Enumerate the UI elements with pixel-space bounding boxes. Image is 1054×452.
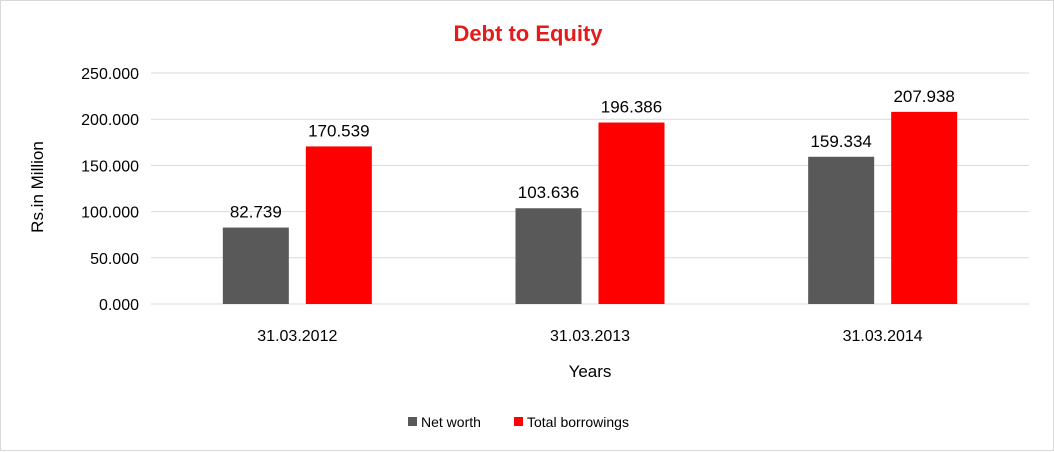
bar [305, 146, 372, 304]
data-label: 207.938 [893, 87, 954, 106]
y-tick-label: 0.000 [99, 297, 139, 314]
legend-swatch [514, 417, 523, 426]
y-tick-label: 100.000 [81, 205, 139, 222]
data-labels: 82.739 170.539 103.636 196.386 159.334 207.93… [230, 87, 955, 222]
y-tick-label: 150.000 [81, 158, 139, 175]
x-tick-label: 31.03.2012 [257, 328, 337, 345]
data-label: 82.739 [230, 203, 282, 222]
legend-label: Net worth [421, 414, 481, 430]
y-axis-ticks: 0.000 50.000 100.000 150.000 200.000 250.000 [81, 66, 139, 314]
x-tick-label: 31.03.2014 [843, 328, 923, 345]
x-axis-title: Years [569, 362, 612, 381]
legend: Net worth Total borrowings [408, 414, 629, 430]
y-tick-label: 250.000 [81, 66, 139, 83]
bar [598, 122, 665, 304]
legend-label: Total borrowings [527, 414, 629, 430]
bars [222, 111, 958, 304]
chart-title: Debt to Equity [453, 21, 603, 46]
y-axis-title: Rs.in Million [28, 141, 47, 233]
y-tick-label: 200.000 [81, 112, 139, 129]
data-label: 159.334 [810, 132, 871, 151]
gridlines [151, 72, 1029, 305]
bar [891, 111, 958, 304]
data-label: 196.386 [601, 98, 662, 117]
data-label: 103.636 [518, 183, 579, 202]
x-axis-ticks: 31.03.2012 31.03.2013 31.03.2014 [257, 328, 923, 345]
bar [808, 156, 875, 304]
bar [515, 208, 582, 304]
data-label: 170.539 [308, 121, 369, 140]
y-tick-label: 50.000 [90, 251, 139, 268]
legend-swatch [408, 417, 417, 426]
bar [222, 227, 289, 304]
x-tick-label: 31.03.2013 [550, 328, 630, 345]
